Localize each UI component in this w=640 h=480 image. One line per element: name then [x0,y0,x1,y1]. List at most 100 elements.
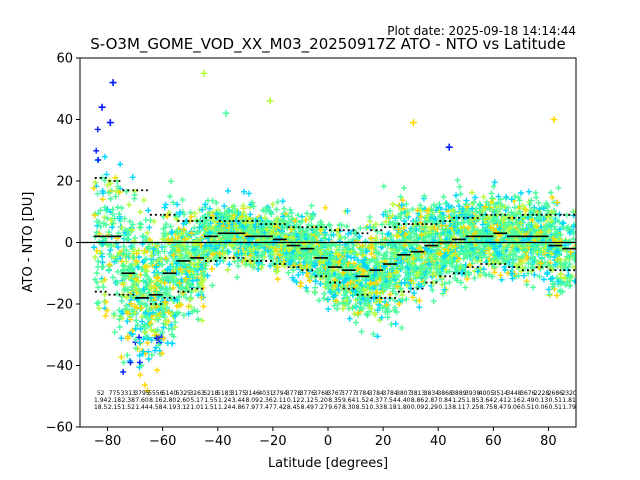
bin-label: 4.19 [163,404,177,411]
data-point [204,272,211,279]
bin-label: 7.47 [259,404,273,411]
data-point [321,229,328,236]
data-point [138,305,145,311]
data-point [391,304,398,311]
data-point [293,252,300,259]
data-point [97,223,104,230]
data-point [430,238,437,245]
bin-label: 4.37 [370,397,384,404]
data-point [97,207,104,214]
data-point [504,256,511,263]
data-point [144,339,151,346]
data-point [340,305,347,312]
data-point [542,224,549,231]
data-point [478,254,485,261]
data-point [349,305,356,312]
data-point [273,219,280,225]
data-point [159,312,166,319]
data-point [370,224,377,231]
data-point [212,245,219,252]
data-point [422,230,428,237]
data-point [98,250,105,257]
data-point [555,278,562,285]
data-point [136,359,143,366]
data-point [505,219,512,226]
bin-label: 1.52 [122,404,136,411]
data-point [564,225,571,232]
data-point [450,207,456,214]
data-point [161,307,168,314]
data-point [107,195,114,202]
data-point [161,280,168,286]
data-point [200,303,207,310]
data-point [513,211,520,218]
data-point [199,317,206,324]
data-point [371,309,378,316]
data-point [288,210,295,216]
data-point [117,255,124,262]
bin-label: 2.38 [122,397,136,404]
data-point [293,279,300,286]
data-point [176,280,183,287]
data-point [119,315,126,322]
data-point [449,252,456,259]
data-point [144,387,151,394]
data-point [479,221,486,228]
data-point [545,221,552,228]
data-point [290,267,297,274]
data-point [404,275,411,282]
data-point [276,252,283,259]
data-point [331,258,338,265]
bin-label: 2686 [548,390,563,397]
data-point [354,265,361,272]
data-point [118,335,125,342]
data-point [399,297,406,304]
data-point [132,234,139,241]
data-point [309,212,316,219]
data-point [209,212,216,219]
bin-label: 8.86 [411,397,425,404]
data-point [148,260,155,267]
data-point [559,288,566,295]
data-point [392,273,399,280]
data-point [164,274,170,281]
data-point [333,297,340,304]
data-point [360,247,367,254]
data-point [387,271,394,278]
data-point [352,302,359,309]
data-point [388,233,395,240]
data-point [335,259,342,266]
data-point [298,218,305,225]
data-point [100,190,106,197]
data-point [383,301,390,308]
data-point [202,242,209,249]
data-point [315,267,321,274]
data-point [177,209,184,216]
data-point [132,283,139,290]
bin-label: 3313 [121,390,136,397]
data-point [472,230,479,237]
data-point [169,264,176,271]
data-point [274,230,280,237]
data-point [450,259,457,265]
data-point [554,199,561,206]
data-point [169,326,176,333]
x-tick-label: 0 [324,434,332,449]
data-point [329,268,336,275]
chart-title: S-O3M_GOME_VOD_XX_M03_20250917Z ATO - NT… [90,35,566,54]
data-point [408,234,414,240]
data-point [97,249,104,256]
bin-labels: 52 775 33133795555651405325326352185183317… [94,390,577,411]
data-point [131,191,138,198]
data-point [168,321,175,328]
data-point [137,224,144,231]
data-point [160,335,167,342]
data-point [526,201,533,208]
data-point [519,259,526,266]
data-point [162,299,169,305]
data-point [281,205,288,212]
data-point [443,266,449,273]
bin-label: 3784 [369,390,384,397]
data-point [116,189,123,196]
data-point [547,189,554,196]
